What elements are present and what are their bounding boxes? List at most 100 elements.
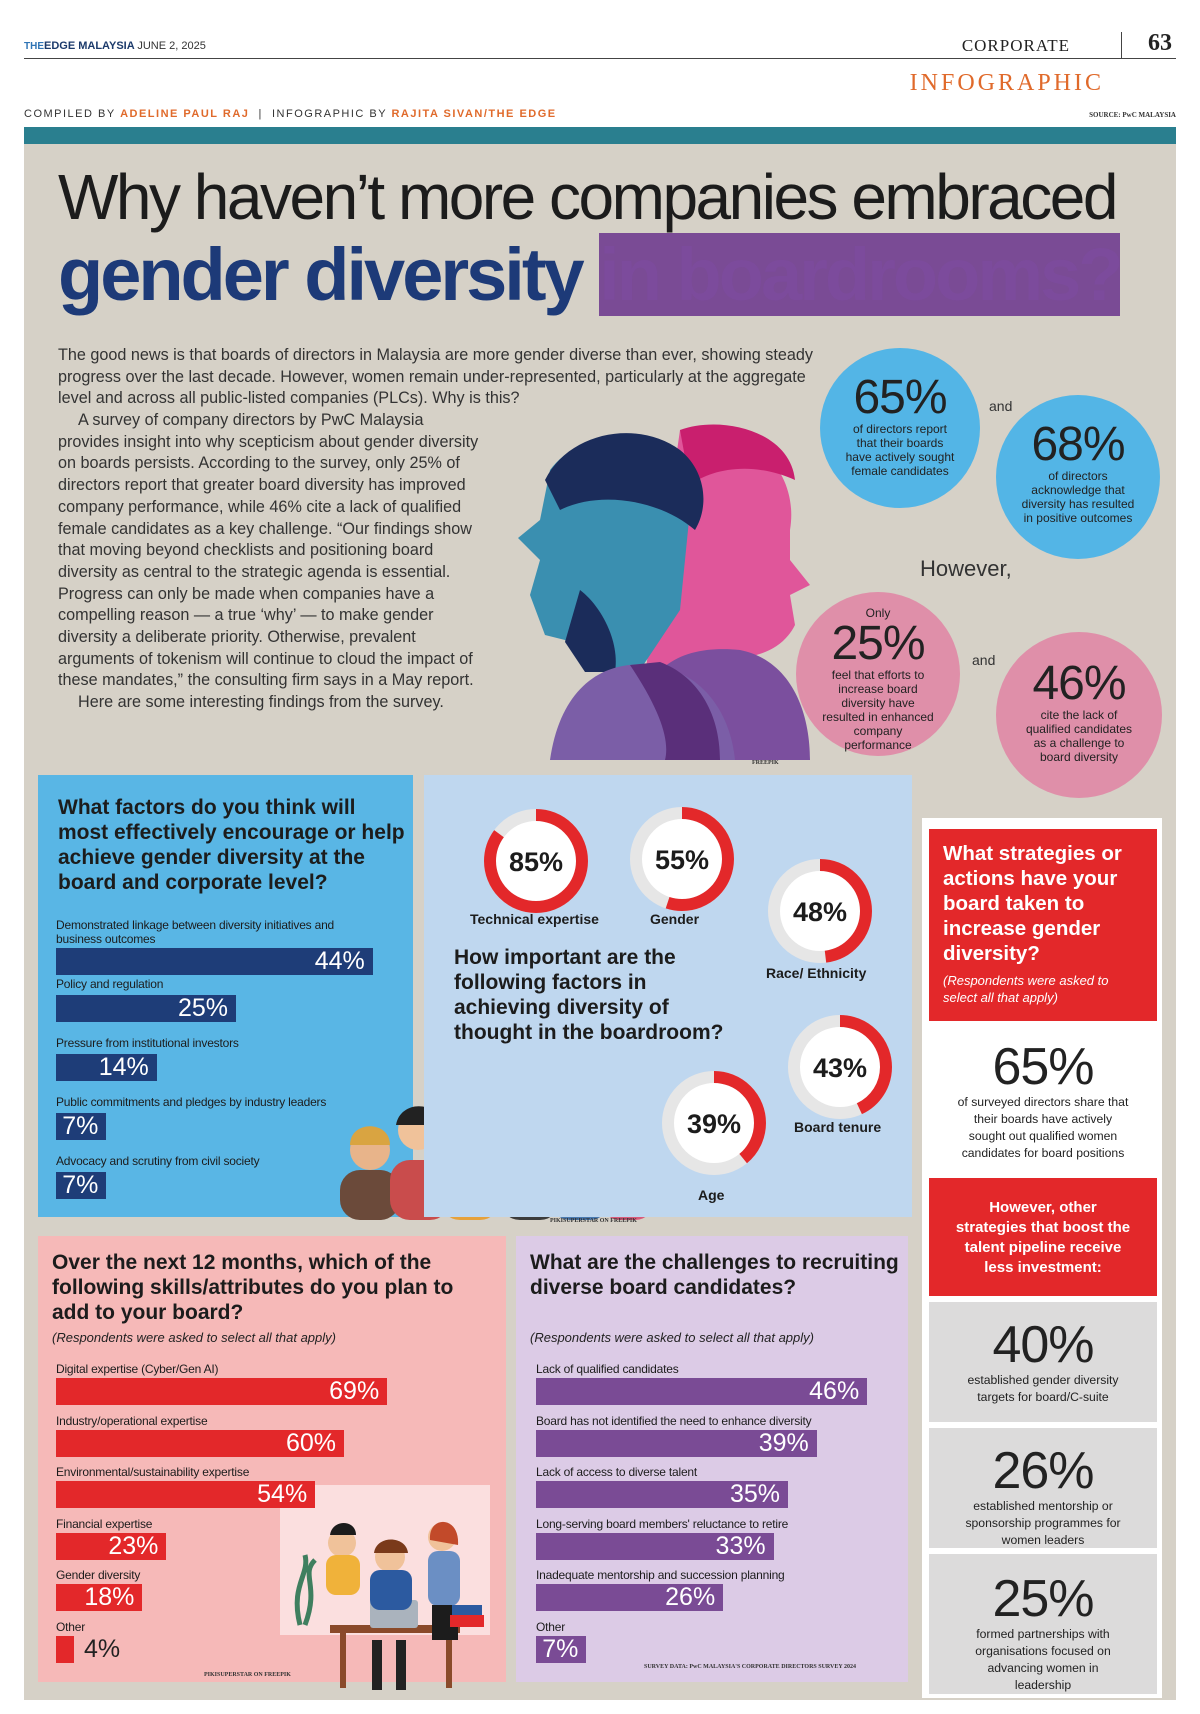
stat-value: 25% (831, 617, 925, 670)
strategies-header: What strategies or actions have your boa… (929, 829, 1157, 1021)
skill-label: Environmental/sustainability expertise (56, 1465, 250, 1479)
donut-chart: 85% (484, 809, 588, 913)
stat-prefix: Only (865, 606, 891, 620)
donut-value: 48% (793, 897, 847, 927)
stat-value: 26% (992, 1442, 1094, 1500)
challenge-label: Other (536, 1619, 566, 1634)
strategies-note: (Respondents were asked to select all th… (943, 973, 1109, 1005)
compiled-by-label: COMPILED BY (24, 108, 116, 120)
challenge-bar: 39% (536, 1429, 817, 1457)
donut-chart: 48% (768, 859, 872, 963)
compiled-by: ADELINE PAUL RAJ (120, 108, 250, 120)
stat-circle-25: Only 25% feel that efforts to increase b… (796, 592, 960, 756)
factor-label: Demonstrated linkage between diversity i… (56, 918, 335, 946)
stat-text: formed partnerships with organisations f… (975, 1627, 1111, 1692)
factor-bar: 7% (56, 1113, 107, 1140)
challenge-label: Lack of access to diverse talent (536, 1465, 698, 1479)
skill-label: Digital expertise (Cyber/Gen AI) (56, 1362, 219, 1376)
stat-value: 40% (992, 1316, 1094, 1374)
importance-question: How important are the following factors … (454, 946, 724, 1044)
other-skill-marker (56, 1635, 74, 1663)
donut-label: Race/ Ethnicity (766, 965, 867, 981)
stat-text: cite the lack of qualified candidates as… (1025, 708, 1133, 764)
skill-label: Industry/operational expertise (56, 1413, 208, 1428)
headline-blue: gender diversity (58, 233, 585, 316)
strategies-question: What strategies or actions have your boa… (943, 842, 1122, 965)
factor-bar: 14% (56, 1054, 157, 1081)
challenges-question: What are the challenges to recruiting di… (530, 1251, 899, 1299)
headline-line2: gender diversity in boardrooms? (58, 232, 1123, 317)
strategy-stat: 26% established mentorship or sponsorship… (929, 1444, 1157, 1549)
teal-bar (24, 127, 1176, 144)
donut-value: 43% (813, 1053, 867, 1083)
and-connector: and (972, 652, 996, 668)
factors-question: What factors do you think will most effe… (58, 796, 405, 894)
donut-label: Age (698, 1187, 725, 1203)
strategies-however: However, other strategies that boost the… (929, 1178, 1157, 1296)
donut-arc (630, 807, 734, 911)
challenge-label: Long-serving board members' reluctance t… (536, 1516, 789, 1531)
stat-text: of directors report that their boards ha… (845, 422, 955, 478)
header-rule (24, 58, 1176, 59)
challenge-label: Inadequate mentorship and succession pla… (536, 1568, 785, 1582)
infographic-by-label: INFOGRAPHIC BY (271, 108, 387, 120)
skills-question: Over the next 12 months, which of the fo… (52, 1251, 454, 1324)
masthead: THEEDGE MALAYSIA JUNE 2, 2025 (24, 40, 206, 52)
stat-value: 68% (1031, 418, 1125, 471)
factor-label: Policy and regulation (56, 977, 164, 991)
office-illustration (280, 1485, 490, 1690)
stat-value: 25% (992, 1570, 1094, 1628)
office-credit: PIKISUPERSTAR ON FREEPIK (204, 1672, 291, 1678)
importance-panel: How important are the following factors … (424, 775, 912, 1217)
however-text: However, (920, 556, 1012, 581)
skill-bar: 54% (56, 1481, 316, 1508)
stat-circle-65: 65% of directors report that their board… (820, 348, 980, 508)
donut-chart: 55% (630, 807, 734, 911)
credits: COMPILED BY ADELINE PAUL RAJ | INFOGRAPH… (24, 108, 557, 120)
header-divider (1121, 32, 1122, 58)
stat-value: 46% (1032, 657, 1126, 710)
factor-bar: 44% (56, 948, 373, 975)
illustration-credit: FREEPIK (752, 760, 779, 766)
skill-label: Other (56, 1619, 86, 1634)
section-name: CORPORATE (961, 36, 1070, 55)
stat-text: feel that efforts to increase board dive… (822, 668, 934, 752)
skill-label: Gender diversity (56, 1568, 141, 1582)
challenges-panel: What are the challenges to recruiting di… (516, 1236, 908, 1682)
donut-arc (484, 809, 588, 913)
intro-body: A survey of company directors by PwC Mal… (58, 410, 480, 714)
infographic-label: INFOGRAPHIC (909, 70, 1104, 96)
donut-arc (662, 1071, 766, 1175)
donut-value: 55% (655, 845, 709, 875)
source-credit: SOURCE: PwC MALAYSIA (1089, 111, 1176, 119)
stat-value: 65% (992, 1038, 1094, 1096)
skill-bar: 18% (56, 1584, 143, 1611)
factor-bar: 25% (56, 995, 236, 1022)
strategy-main-stat: 65% of surveyed directors share that the… (929, 1040, 1157, 1162)
stat-value: 65% (853, 371, 947, 424)
donut-value: 85% (509, 847, 563, 877)
challenge-bar: 33% (536, 1532, 774, 1560)
stat-text: established mentorship or sponsorship pr… (965, 1499, 1121, 1547)
stat-circle-68: 68% of directors acknowledge that divers… (996, 395, 1160, 559)
challenge-bar: 26% (536, 1584, 724, 1611)
challenge-label: Board has not identified the need to enh… (536, 1413, 812, 1428)
donut-arc (788, 1015, 892, 1119)
donut-label: Board tenure (794, 1119, 882, 1135)
factor-label: Pressure from institutional investors (56, 1036, 239, 1050)
stat-text: of directors acknowledge that diversity … (1021, 469, 1135, 525)
factor-label: Advocacy and scrutiny from civil society (56, 1154, 260, 1168)
strategy-stat: 40% established gender diversity targets … (929, 1318, 1157, 1406)
intro-paragraph-2: A survey of company directors by PwC Mal… (58, 411, 479, 690)
skill-bar: 69% (56, 1378, 388, 1405)
challenges-note: (Respondents were asked to select all th… (530, 1330, 814, 1345)
donut-chart: 43% (788, 1015, 892, 1119)
strategy-tile (929, 1554, 1157, 1694)
donut-chart: 39% (662, 1071, 766, 1175)
survey-data-credit: SURVEY DATA: PwC MALAYSIA'S CORPORATE DI… (644, 1664, 856, 1670)
intro-paragraph-3: Here are some interesting findings from … (78, 693, 444, 712)
skill-bar: 23% (56, 1532, 167, 1560)
stat-circle-46: 46% cite the lack of qualified candidate… (996, 632, 1162, 798)
issue-date: JUNE 2, 2025 (137, 40, 206, 52)
stat-text: established gender diversity targets for… (967, 1373, 1119, 1404)
